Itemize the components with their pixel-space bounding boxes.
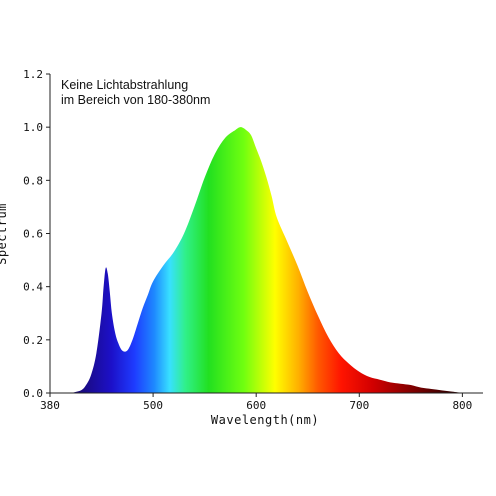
annotation-line-1: Keine Lichtabstrahlung (61, 78, 188, 92)
x-tick-label: 600 (246, 399, 266, 412)
x-tick-label: 380 (40, 399, 60, 412)
y-tick-label: 1.2 (23, 68, 43, 81)
y-axis-title: Spectrum (0, 203, 9, 265)
x-tick-label: 800 (452, 399, 472, 412)
y-tick-label: 0.0 (23, 387, 43, 400)
x-ticks: 380 500 600 700 800 (40, 393, 472, 412)
y-ticks: 0.0 0.2 0.4 0.6 0.8 1.0 1.2 (23, 68, 50, 400)
y-tick-label: 0.8 (23, 174, 43, 187)
spectrum-area (70, 127, 463, 394)
y-tick-label: 0.4 (23, 281, 43, 294)
annotation-line-2: im Bereich von 180-380nm (61, 93, 210, 107)
y-tick-label: 0.6 (23, 228, 43, 241)
x-tick-label: 500 (143, 399, 163, 412)
x-tick-label: 700 (349, 399, 369, 412)
y-tick-label: 1.0 (23, 121, 43, 134)
x-axis-title: Wavelength(nm) (211, 413, 319, 427)
plot-area (70, 127, 463, 394)
y-tick-label: 0.2 (23, 334, 43, 347)
